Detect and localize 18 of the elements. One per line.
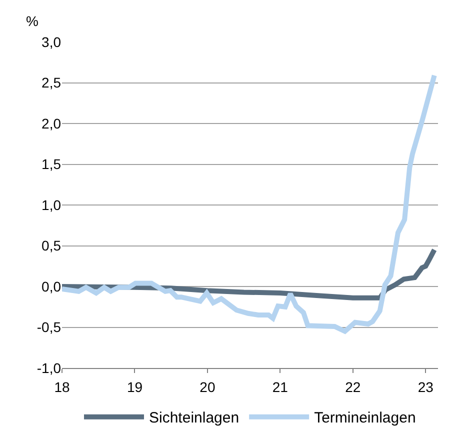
- y-tick-label: 2,0: [42, 115, 62, 132]
- y-tick-label: 0,0: [42, 278, 62, 294]
- x-tick-label: 21: [272, 378, 288, 395]
- legend-label: Termineinlagen: [314, 410, 416, 427]
- y-tick-label: 3,0: [42, 34, 62, 50]
- x-tick-label: 23: [418, 378, 434, 395]
- x-tick-label: 19: [126, 378, 143, 395]
- y-axis-title: %: [26, 13, 38, 29]
- x-tick-label: 22: [345, 378, 361, 395]
- y-tick-label: -1,0: [36, 360, 62, 376]
- legend-label: Sichteinlagen: [149, 410, 240, 427]
- x-tick-label: 20: [200, 378, 216, 395]
- x-tick-label: 18: [54, 378, 70, 395]
- y-tick-label: 2,5: [42, 74, 62, 91]
- y-tick-label: 1,5: [42, 156, 62, 172]
- y-tick-label: 1,0: [42, 196, 62, 213]
- y-tick-label: 0,5: [42, 238, 62, 254]
- y-tick-label: -0,5: [36, 319, 62, 336]
